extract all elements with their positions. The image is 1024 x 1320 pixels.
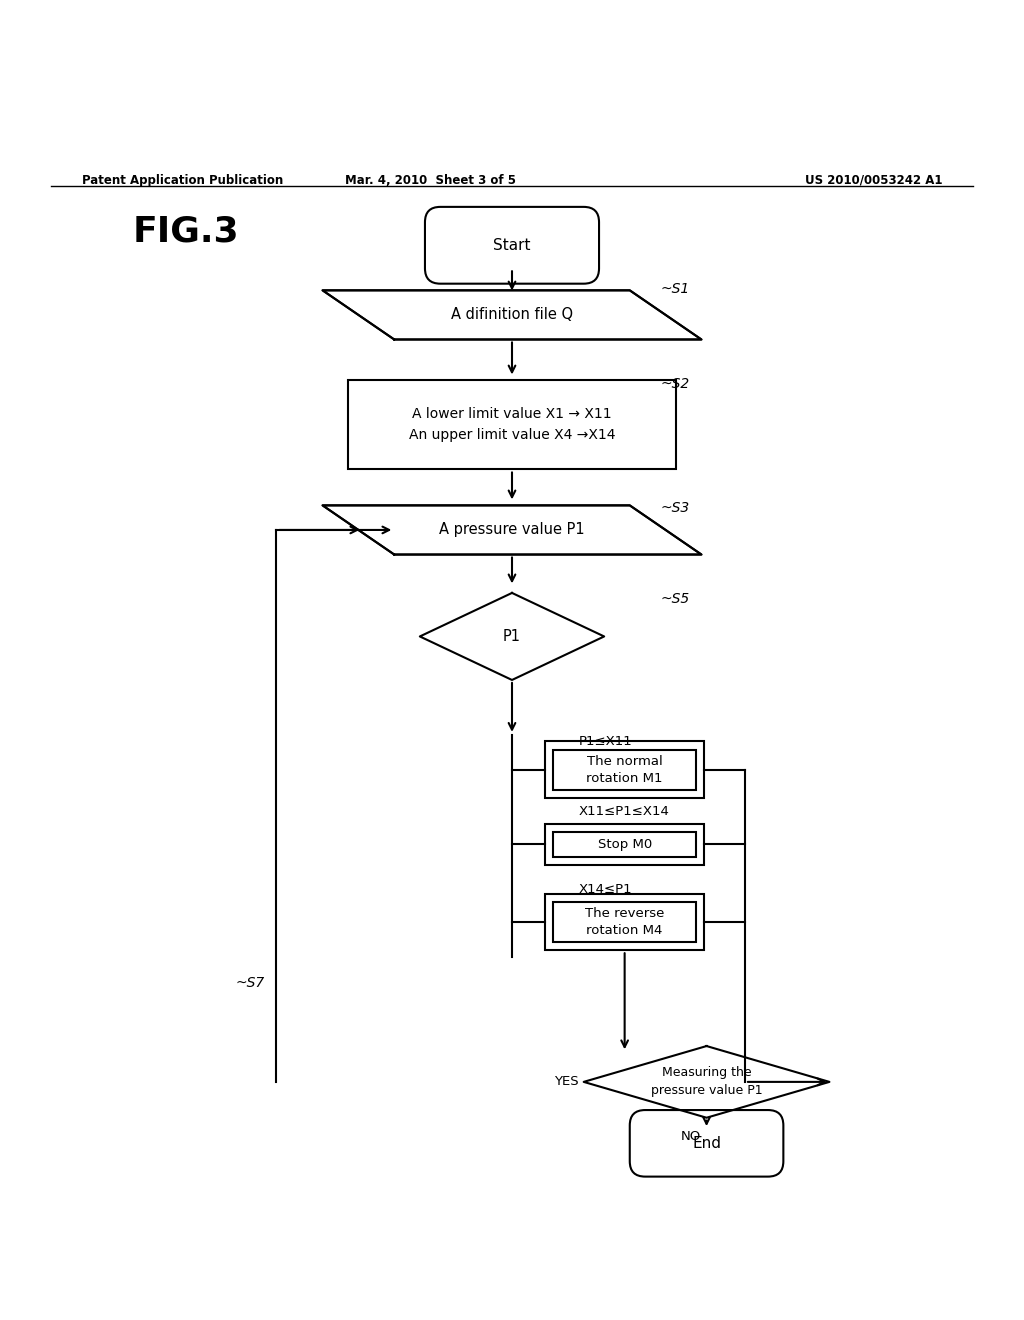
Text: US 2010/0053242 A1: US 2010/0053242 A1 <box>805 174 942 186</box>
Text: YES: YES <box>554 1076 579 1089</box>
Bar <box>554 750 696 789</box>
Text: ~S3: ~S3 <box>660 502 690 515</box>
Polygon shape <box>323 506 701 554</box>
Text: X14≤P1: X14≤P1 <box>579 883 632 896</box>
Text: A pressure value P1: A pressure value P1 <box>439 523 585 537</box>
Text: ~S7: ~S7 <box>236 975 265 990</box>
Polygon shape <box>323 290 701 339</box>
Text: ~S2: ~S2 <box>660 376 690 391</box>
Polygon shape <box>420 593 604 680</box>
Text: Measuring the
pressure value P1: Measuring the pressure value P1 <box>650 1067 763 1097</box>
Polygon shape <box>584 1045 829 1118</box>
Bar <box>554 902 696 942</box>
Text: Start: Start <box>494 238 530 253</box>
FancyBboxPatch shape <box>425 207 599 284</box>
Bar <box>348 380 676 469</box>
FancyBboxPatch shape <box>630 1110 783 1176</box>
Bar <box>546 894 705 950</box>
Text: NO: NO <box>681 1130 701 1143</box>
Text: The reverse
rotation M4: The reverse rotation M4 <box>585 907 665 937</box>
Text: Mar. 4, 2010  Sheet 3 of 5: Mar. 4, 2010 Sheet 3 of 5 <box>345 174 515 186</box>
Bar <box>554 832 696 857</box>
Text: X11≤P1≤X14: X11≤P1≤X14 <box>579 805 670 818</box>
Text: Patent Application Publication: Patent Application Publication <box>82 174 284 186</box>
Text: FIG.3: FIG.3 <box>133 215 240 248</box>
Text: A lower limit value X1 → X11
An upper limit value X4 →X14: A lower limit value X1 → X11 An upper li… <box>409 407 615 442</box>
Text: P1: P1 <box>503 628 521 644</box>
Text: A difinition file Q: A difinition file Q <box>451 308 573 322</box>
Text: Stop M0: Stop M0 <box>598 838 651 851</box>
Text: The normal
rotation M1: The normal rotation M1 <box>587 755 663 784</box>
Bar <box>546 742 705 797</box>
Text: End: End <box>692 1135 721 1151</box>
Text: ~S1: ~S1 <box>660 282 690 296</box>
Text: ~S5: ~S5 <box>660 591 690 606</box>
Bar <box>546 824 705 865</box>
Text: P1≤X11: P1≤X11 <box>579 735 632 747</box>
